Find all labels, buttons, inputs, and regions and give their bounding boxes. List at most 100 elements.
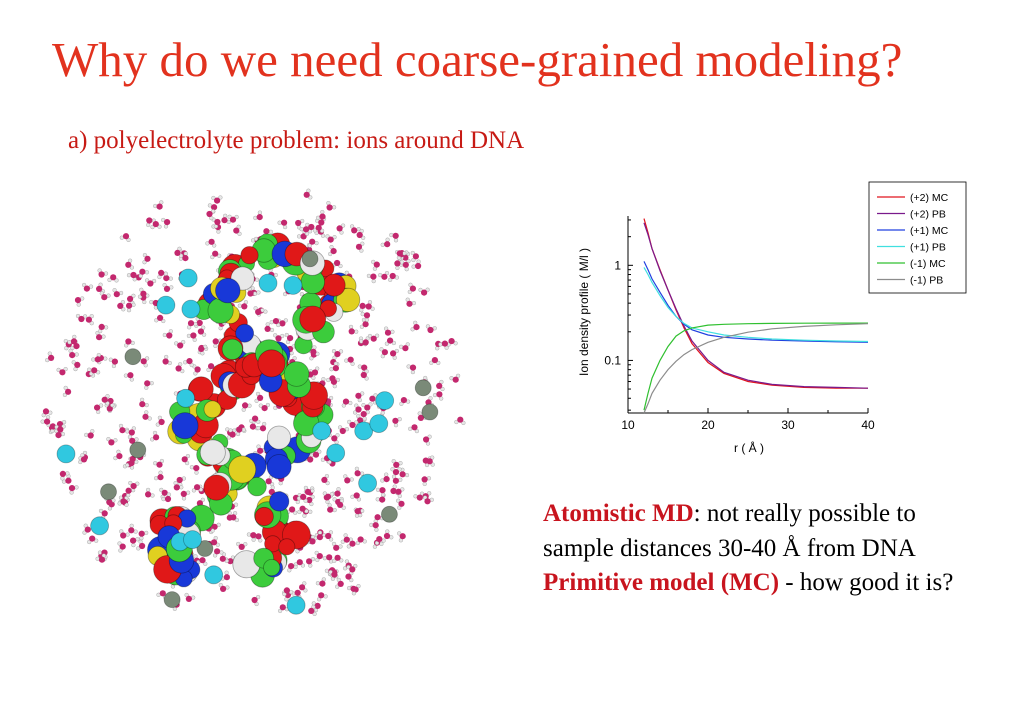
water-molecule [62, 385, 72, 397]
water-molecule [162, 354, 172, 366]
water-molecule [96, 282, 106, 294]
water-molecule [236, 541, 248, 550]
primitive-model-term: Primitive model (MC) [543, 569, 780, 596]
water-molecule [130, 537, 140, 548]
water-molecule [331, 349, 344, 358]
water-molecule [330, 377, 340, 389]
water-molecule [426, 455, 435, 467]
water-molecule [312, 224, 325, 233]
water-molecule [276, 318, 288, 327]
water-molecule [361, 402, 373, 411]
water-molecule [157, 269, 168, 280]
y-tick-label: 1 [614, 258, 621, 272]
dna-atom [215, 277, 241, 304]
water-molecule [360, 312, 371, 322]
water-molecule [213, 548, 224, 558]
water-molecule [378, 270, 390, 280]
cyan-ion [369, 414, 389, 434]
water-molecule [311, 601, 321, 613]
dna-atom [221, 338, 243, 360]
water-molecule [192, 364, 201, 376]
water-molecule [211, 195, 223, 204]
water-molecule [221, 213, 231, 224]
water-molecule [306, 494, 315, 507]
water-molecule [410, 320, 420, 332]
water-molecule [425, 324, 437, 334]
water-molecule [189, 465, 200, 475]
dna-atom [335, 287, 361, 313]
water-molecule [310, 449, 322, 458]
cyan-ion [90, 516, 109, 536]
legend-label: (+1) MC [910, 225, 949, 237]
water-molecule [138, 530, 149, 541]
water-molecule [383, 529, 394, 540]
water-molecule [273, 333, 285, 342]
cyan-ion [326, 443, 346, 463]
water-molecule [68, 348, 79, 359]
water-molecule [330, 487, 341, 497]
water-molecule [249, 415, 261, 424]
water-molecule [299, 581, 308, 593]
water-molecule [325, 234, 337, 243]
water-molecule [355, 391, 365, 403]
water-molecule [99, 291, 111, 301]
water-molecule [306, 557, 316, 568]
y-axis-label: Ion density profile ( M/l ) [577, 248, 591, 376]
water-molecule [410, 250, 419, 263]
water-molecule [336, 223, 346, 235]
water-molecule [159, 487, 168, 499]
legend-label: (+2) PB [910, 209, 946, 221]
water-molecule [326, 201, 337, 211]
water-molecule [125, 258, 134, 270]
water-molecule [329, 361, 339, 372]
water-molecule [296, 493, 308, 503]
water-molecule [389, 232, 399, 243]
water-molecule [211, 217, 221, 229]
water-molecule [320, 455, 332, 465]
paragraph-atomistic-md: Atomistic MD: not really possible to sam… [543, 497, 983, 566]
x-axis-label: r ( Å ) [734, 440, 764, 455]
cyan-ion [358, 473, 378, 493]
water-molecule [108, 357, 118, 369]
water-molecule [315, 577, 326, 587]
water-molecule [150, 221, 162, 230]
water-molecule [71, 360, 81, 372]
water-molecule [161, 492, 172, 503]
gray-ion [100, 483, 117, 501]
water-molecule [78, 453, 88, 465]
water-molecule [392, 417, 402, 428]
water-molecule [94, 403, 104, 414]
water-molecule [54, 424, 66, 433]
water-molecule [350, 492, 361, 502]
dna-atom [235, 323, 255, 343]
dna-atom [247, 476, 267, 497]
water-molecule [350, 224, 361, 234]
water-molecule [246, 532, 257, 542]
dna-atom [228, 455, 257, 484]
water-molecule [136, 539, 146, 551]
water-molecule [126, 302, 136, 313]
dna-atom [269, 491, 290, 512]
water-molecule [321, 474, 330, 486]
water-molecule [355, 536, 367, 546]
water-molecule [98, 323, 109, 334]
series-line [643, 218, 868, 389]
legend-label: (+1) PB [910, 242, 946, 254]
water-molecule [236, 426, 246, 437]
dna-atom [278, 538, 296, 556]
water-molecule [144, 278, 157, 287]
x-tick-label: 10 [621, 418, 635, 432]
water-molecule [346, 537, 356, 549]
water-molecule [45, 351, 55, 363]
water-molecule [371, 259, 380, 271]
water-molecule [418, 287, 430, 296]
water-molecule [123, 372, 134, 382]
water-molecule [413, 491, 425, 501]
series-line [643, 261, 869, 343]
water-molecule [187, 320, 198, 330]
water-molecule [407, 282, 416, 294]
water-molecule [174, 340, 186, 349]
water-molecule [251, 595, 261, 607]
water-molecule [391, 474, 403, 484]
water-molecule [210, 250, 222, 260]
